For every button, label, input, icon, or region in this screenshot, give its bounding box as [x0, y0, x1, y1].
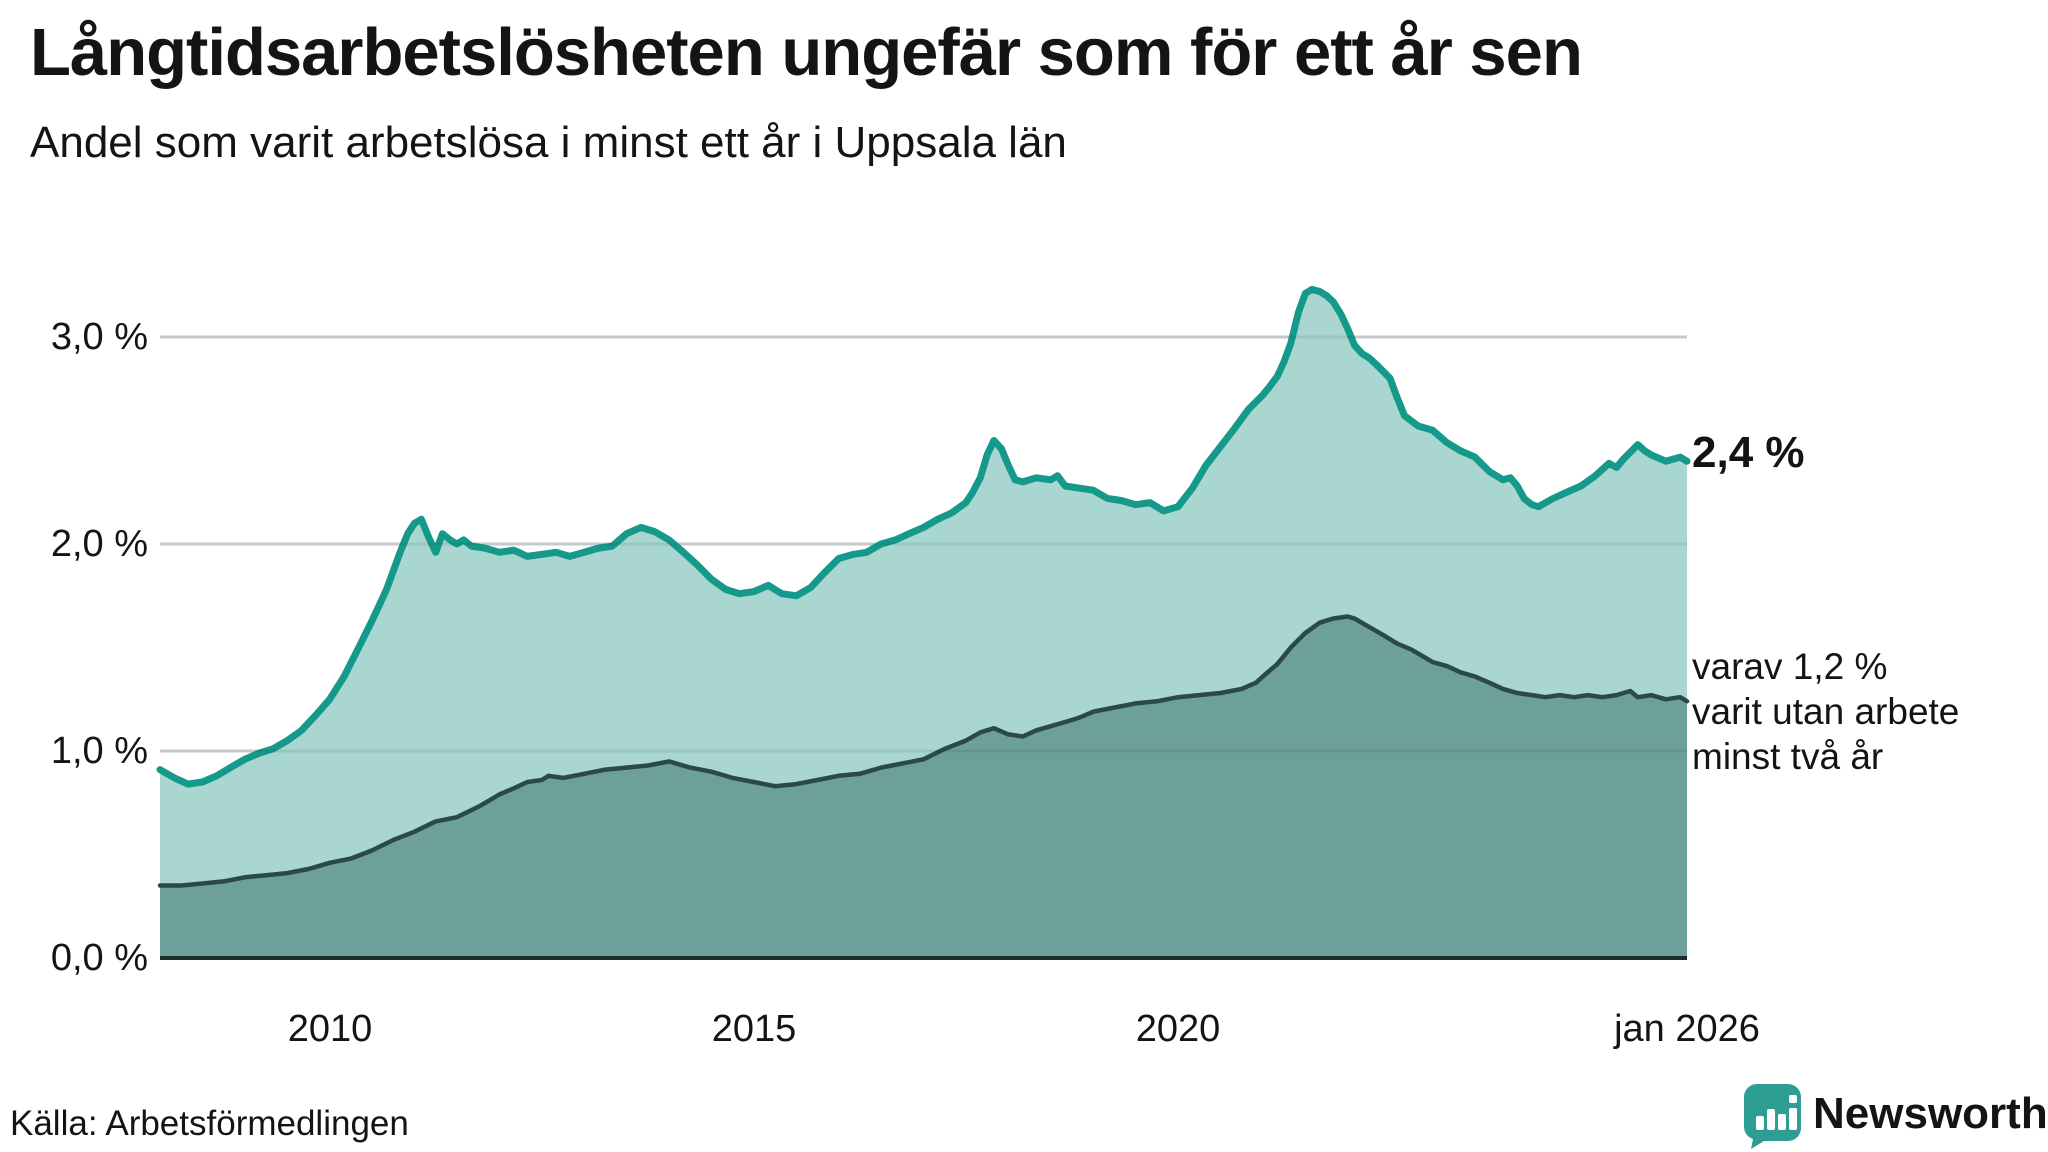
newsworthy-bubble-chart-icon	[1743, 1084, 1801, 1149]
chart-subtitle: Andel som varit arbetslösa i minst ett å…	[30, 118, 1067, 167]
x-axis-label-jan-2026: jan 2026	[1614, 1008, 1760, 1050]
y-axis-label-1: 1,0 %	[50, 730, 148, 772]
x-axis-label-2010: 2010	[287, 1008, 373, 1050]
secondary-series-label-line3: minst två år	[1692, 736, 1884, 777]
secondary-series-label: varav 1,2 % varit utan arbete minst två …	[1692, 644, 1959, 779]
y-axis-label-2: 2,0 %	[50, 523, 148, 565]
source-note: Källa: Arbetsförmedlingen	[10, 1104, 409, 1143]
newsworthy-logo-text: Newsworthy	[1813, 1089, 2048, 1138]
secondary-series-label-line2: varit utan arbete	[1692, 691, 1960, 732]
x-axis-label-2020: 2020	[1135, 1008, 1221, 1050]
total-series-end-label: 2,4 %	[1692, 428, 1805, 477]
secondary-series-label-line1: varav 1,2 %	[1692, 646, 1888, 687]
x-axis-label-2015: 2015	[711, 1008, 797, 1050]
chart-title: Långtidsarbetslösheten ungefär som för e…	[30, 15, 1583, 90]
y-axis-label-3: 3,0 %	[50, 316, 148, 358]
y-axis-label-0: 0,0 %	[50, 937, 148, 979]
